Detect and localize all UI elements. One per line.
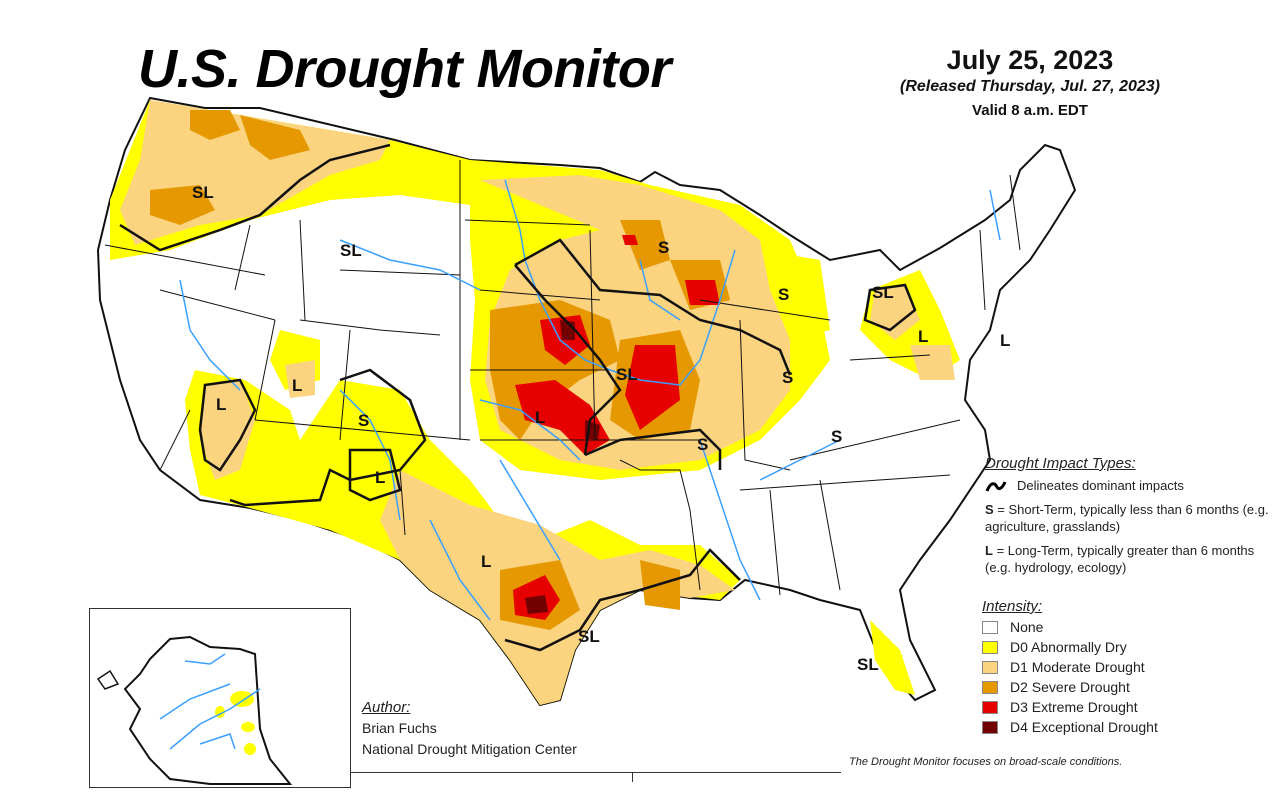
- impact-label: S: [782, 368, 793, 387]
- swatch-d4: [982, 720, 998, 734]
- author-block: Author: Brian Fuchs National Drought Mit…: [362, 697, 577, 760]
- impact-label: SL: [340, 241, 362, 260]
- impact-label: L: [292, 376, 302, 395]
- impact-label: L: [918, 327, 928, 346]
- impact-legend-heading: Drought Impact Types:: [985, 455, 1136, 472]
- swatch-d0: [982, 640, 998, 654]
- swatch-d1: [982, 660, 998, 674]
- impact-label: SL: [857, 655, 879, 674]
- author-org: National Drought Mitigation Center: [362, 741, 577, 757]
- impact-label: SL: [616, 365, 638, 384]
- short-term-desc: S = Short-Term, typically less than 6 mo…: [985, 502, 1269, 534]
- impact-label: S: [831, 427, 842, 446]
- intensity-legend: Intensity: None D0 Abnormally Dry D1 Mod…: [982, 598, 1272, 737]
- release-date: (Released Thursday, Jul. 27, 2023): [900, 77, 1160, 95]
- legend-item-d4: D4 Exceptional Drought: [982, 717, 1272, 737]
- impact-label: SL: [578, 627, 600, 646]
- impact-line-row: Delineates dominant impacts: [985, 478, 1275, 493]
- long-term-desc: L = Long-Term, typically greater than 6 …: [985, 543, 1255, 575]
- bottom-table-edge: [351, 772, 841, 793]
- rivers: [179, 179, 1001, 621]
- impact-boundaries: [119, 143, 917, 652]
- footnote: The Drought Monitor focuses on broad-sca…: [849, 756, 1123, 768]
- legend-item-none: None: [982, 617, 1272, 637]
- bottom-table-divider: [632, 772, 633, 782]
- impact-label: SL: [192, 183, 214, 202]
- swatch-none: [982, 620, 998, 634]
- impact-label: L: [481, 552, 491, 571]
- impact-line-desc: Delineates dominant impacts: [1017, 478, 1184, 493]
- author-name: Brian Fuchs: [362, 720, 437, 736]
- intensity-legend-heading: Intensity:: [982, 598, 1043, 615]
- boundary-line-icon: [985, 480, 1007, 492]
- alaska-map: [96, 635, 293, 785]
- legend-item-d2: D2 Severe Drought: [982, 677, 1272, 697]
- swatch-d2: [982, 680, 998, 694]
- impact-label: SL: [872, 283, 894, 302]
- impact-label: L: [1000, 331, 1010, 350]
- impact-label: L: [535, 408, 545, 427]
- author-heading: Author:: [362, 699, 411, 716]
- legend-item-d3: D3 Extreme Drought: [982, 697, 1272, 717]
- valid-time: Valid 8 a.m. EDT: [972, 101, 1088, 119]
- alaska-inset: [89, 608, 351, 788]
- legend-item-d0: D0 Abnormally Dry: [982, 637, 1272, 657]
- swatch-d3: [982, 700, 998, 714]
- impact-label: L: [375, 468, 385, 487]
- impact-label: S: [358, 411, 369, 430]
- impact-label: S: [697, 435, 708, 454]
- legend-item-d1: D1 Moderate Drought: [982, 657, 1272, 677]
- impact-label: S: [778, 285, 789, 304]
- state-borders: [104, 160, 1021, 596]
- impact-label: S: [658, 238, 669, 257]
- page-title: U.S. Drought Monitor: [138, 39, 671, 99]
- date-block: July 25, 2023 (Released Thursday, Jul. 2…: [860, 45, 1200, 119]
- map-date: July 25, 2023: [946, 45, 1114, 75]
- impact-label: L: [216, 395, 226, 414]
- impact-legend: Drought Impact Types: Delineates dominan…: [985, 455, 1275, 583]
